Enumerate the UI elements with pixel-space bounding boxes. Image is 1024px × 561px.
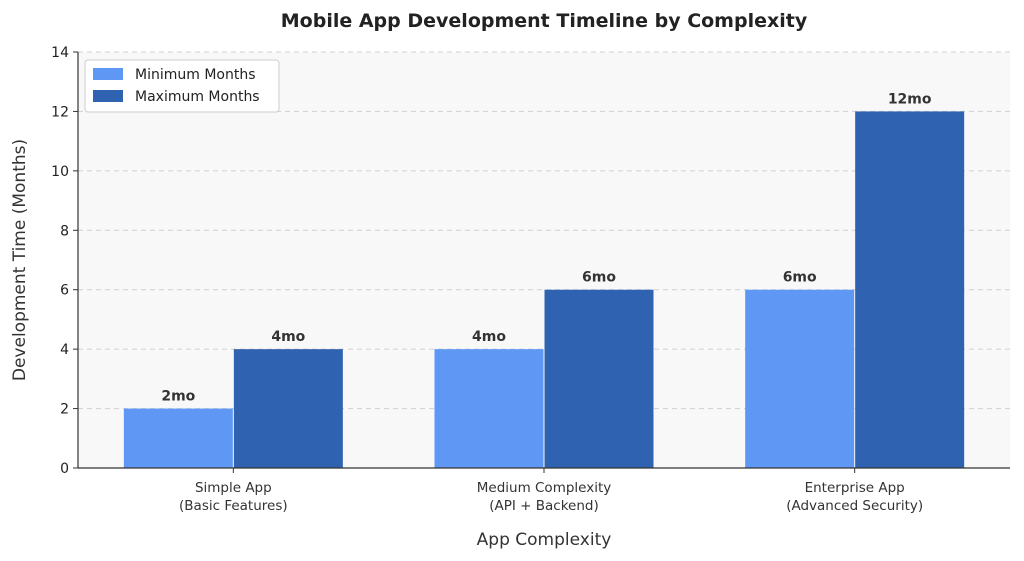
- bar: [434, 349, 544, 468]
- data-label: 2mo: [161, 389, 195, 405]
- x-axis: Simple App (Basic Features) Medium Complex…: [78, 467, 1010, 514]
- y-tick-label: 8: [60, 223, 69, 239]
- x-axis-title: App Complexity: [477, 530, 612, 550]
- bar: [855, 111, 965, 468]
- y-tick-label: 0: [60, 461, 69, 477]
- x-tick-label-line: (Basic Features): [179, 498, 288, 514]
- chart-title: Mobile App Development Timeline by Compl…: [281, 10, 808, 32]
- bar: [123, 408, 233, 468]
- data-label-group: 2mo 4mo 6mo 4mo 6mo 12mo: [161, 91, 932, 404]
- x-tick-label-line: Medium Complexity: [477, 480, 612, 496]
- x-tick-label-line: Simple App: [195, 480, 272, 496]
- bar: [544, 289, 654, 468]
- y-tick-label: 6: [60, 283, 69, 299]
- x-tick-label-line: (API + Backend): [489, 498, 599, 514]
- bar: [233, 349, 343, 468]
- legend-swatch: [93, 90, 123, 102]
- x-tick-label: Medium Complexity (API + Backend): [477, 480, 612, 514]
- data-label: 4mo: [472, 329, 506, 345]
- legend-label: Minimum Months: [135, 67, 256, 83]
- y-tick-label: 12: [51, 104, 69, 120]
- data-label: 6mo: [582, 270, 616, 286]
- y-axis-title: Development Time (Months): [10, 139, 30, 381]
- data-label: 12mo: [888, 91, 932, 107]
- x-tick-label: Simple App (Basic Features): [179, 480, 288, 514]
- x-tick-label-line: (Advanced Security): [786, 498, 923, 514]
- bar-group: [123, 111, 965, 468]
- data-label: 4mo: [271, 329, 305, 345]
- legend-swatch: [93, 68, 123, 80]
- y-axis: 0 2 4 6 8 10 12 14: [51, 45, 79, 477]
- legend: Minimum Months Maximum Months: [84, 59, 280, 113]
- y-tick-label: 4: [60, 342, 69, 358]
- bar: [745, 289, 855, 468]
- y-tick-label: 10: [51, 164, 69, 180]
- legend-label: Maximum Months: [135, 89, 260, 105]
- x-tick-label-line: Enterprise App: [805, 480, 905, 496]
- plot-area: [78, 52, 1010, 468]
- data-label: 6mo: [783, 270, 817, 286]
- y-tick-label: 14: [51, 45, 69, 61]
- legend-box: [84, 59, 280, 113]
- y-tick-label: 2: [60, 402, 69, 418]
- x-tick-label: Enterprise App (Advanced Security): [786, 480, 923, 514]
